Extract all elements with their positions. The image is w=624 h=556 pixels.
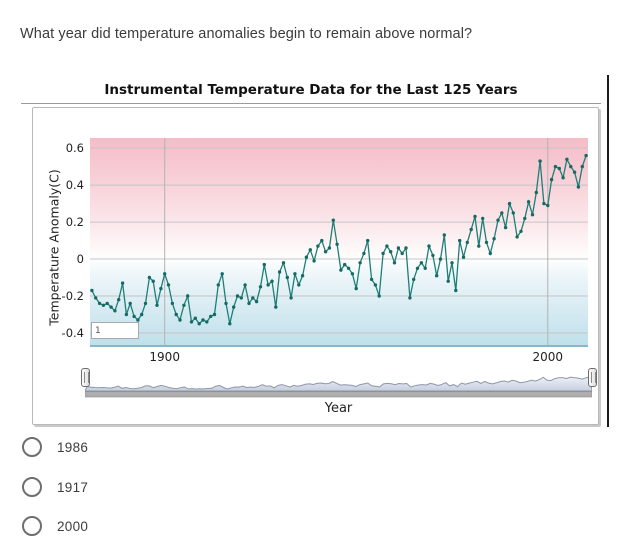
pane-divider bbox=[607, 75, 609, 427]
y-tick-label: -0.4 bbox=[61, 325, 84, 340]
y-tick-label: 0.2 bbox=[65, 215, 84, 230]
y-tick-label: 0.4 bbox=[65, 178, 84, 193]
grip-icon bbox=[84, 372, 89, 383]
temperature-anomaly-plot: 1 bbox=[90, 138, 588, 347]
answer-option-1917[interactable]: 1917 bbox=[22, 477, 88, 497]
y-tick-label: 0 bbox=[76, 252, 84, 267]
annotation-box: 1 bbox=[91, 322, 139, 339]
range-slider[interactable] bbox=[81, 367, 597, 398]
question-text: What year did temperature anomalies begi… bbox=[20, 26, 473, 42]
temperature-line-chart bbox=[90, 138, 588, 345]
grip-icon bbox=[591, 372, 596, 383]
option-label: 1986 bbox=[57, 439, 89, 455]
x-tick-label: 2000 bbox=[532, 350, 564, 364]
range-slider-left-handle[interactable] bbox=[81, 368, 90, 387]
option-label: 1917 bbox=[57, 479, 89, 495]
x-axis-title: Year bbox=[324, 401, 353, 416]
answer-option-2000[interactable]: 2000 bbox=[22, 516, 88, 536]
answer-option-1986[interactable]: 1986 bbox=[22, 437, 88, 457]
radio-button-1917[interactable] bbox=[22, 477, 42, 497]
radio-button-1986[interactable] bbox=[22, 437, 42, 457]
x-tick-label: 1900 bbox=[149, 350, 180, 364]
range-slider-right-handle[interactable] bbox=[588, 368, 597, 387]
range-slider-preview-chart bbox=[84, 376, 593, 398]
y-tick-label: 0.6 bbox=[65, 141, 84, 156]
chart-title: Instrumental Temperature Data for the La… bbox=[21, 82, 601, 104]
y-tick-label: -0.2 bbox=[61, 289, 84, 304]
radio-button-2000[interactable] bbox=[22, 516, 42, 536]
option-label: 2000 bbox=[57, 518, 89, 534]
